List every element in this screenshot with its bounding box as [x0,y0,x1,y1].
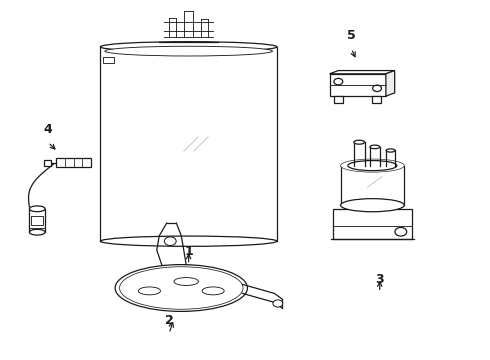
Text: 1: 1 [184,245,193,258]
Ellipse shape [174,278,198,285]
Ellipse shape [138,287,161,295]
Ellipse shape [348,161,397,171]
FancyBboxPatch shape [333,209,412,239]
Ellipse shape [354,140,365,144]
Text: 3: 3 [375,273,384,286]
Bar [56,158,91,167]
Bar [31,216,43,225]
Text: 5: 5 [347,29,356,42]
Ellipse shape [105,46,272,56]
Bar [372,96,381,103]
Bar [29,209,45,232]
Bar [329,74,386,96]
Circle shape [164,237,176,246]
Ellipse shape [29,206,45,212]
Circle shape [372,85,382,91]
Ellipse shape [370,145,380,149]
Ellipse shape [341,199,404,212]
Ellipse shape [341,159,404,172]
Polygon shape [329,71,395,74]
Circle shape [395,228,407,236]
Bar [44,160,51,166]
Ellipse shape [29,229,45,235]
Ellipse shape [202,287,224,295]
Polygon shape [386,71,395,96]
Circle shape [334,78,343,85]
Bar [103,57,114,63]
Text: 2: 2 [165,314,173,327]
Text: 4: 4 [44,123,52,136]
Ellipse shape [100,42,277,52]
Bar [334,96,343,103]
Circle shape [273,300,283,307]
Ellipse shape [386,149,395,152]
